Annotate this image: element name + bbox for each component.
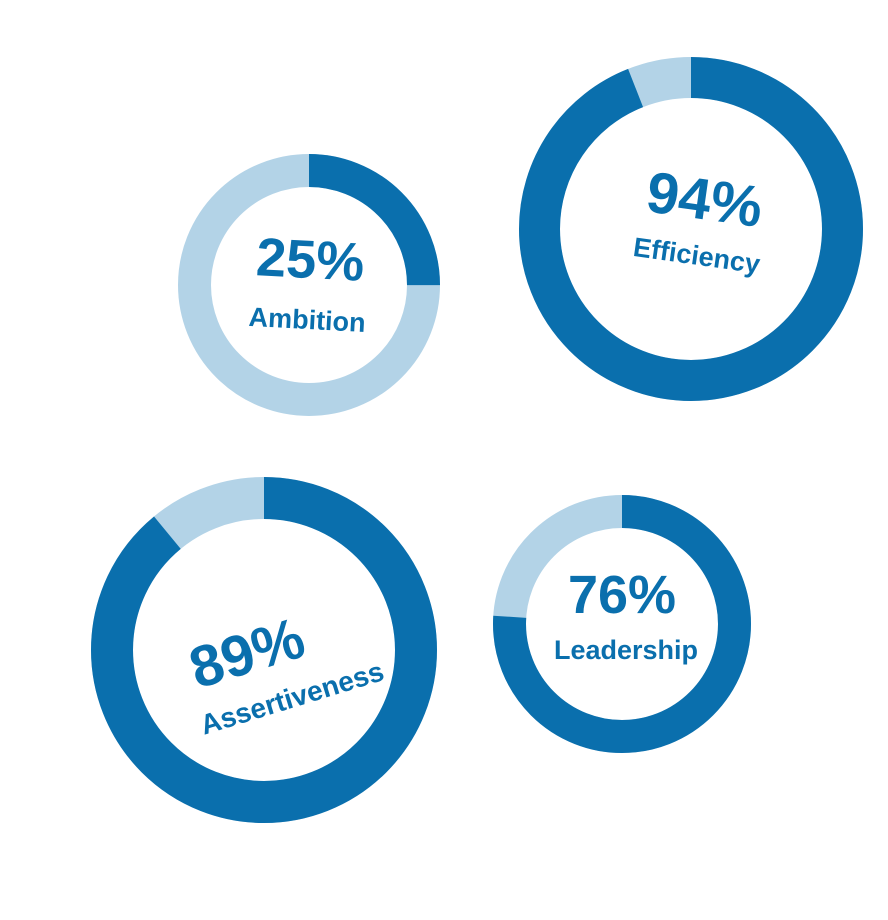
gauge-leadership-label: Leadership	[554, 635, 698, 665]
gauge-efficiency-filled-arc	[519, 57, 863, 401]
gauge-ambition: 25% Ambition	[178, 154, 440, 416]
gauge-efficiency-label: Efficiency	[631, 232, 761, 279]
gauge-leadership: 76% Leadership	[493, 495, 751, 753]
gauge-ambition-label: Ambition	[248, 302, 366, 338]
gauge-assertiveness-filled-arc	[91, 477, 437, 823]
gauge-efficiency: 94% Efficiency	[519, 57, 863, 401]
gauge-efficiency-value: 94%	[643, 159, 767, 240]
gauge-ambition-filled-arc	[178, 154, 440, 416]
gauge-assertiveness: 89% Assertiveness	[91, 477, 437, 823]
gauge-ambition-value: 25%	[255, 227, 366, 293]
gauge-leadership-value: 76%	[568, 565, 676, 625]
gauge-leadership-filled-arc	[493, 495, 751, 753]
